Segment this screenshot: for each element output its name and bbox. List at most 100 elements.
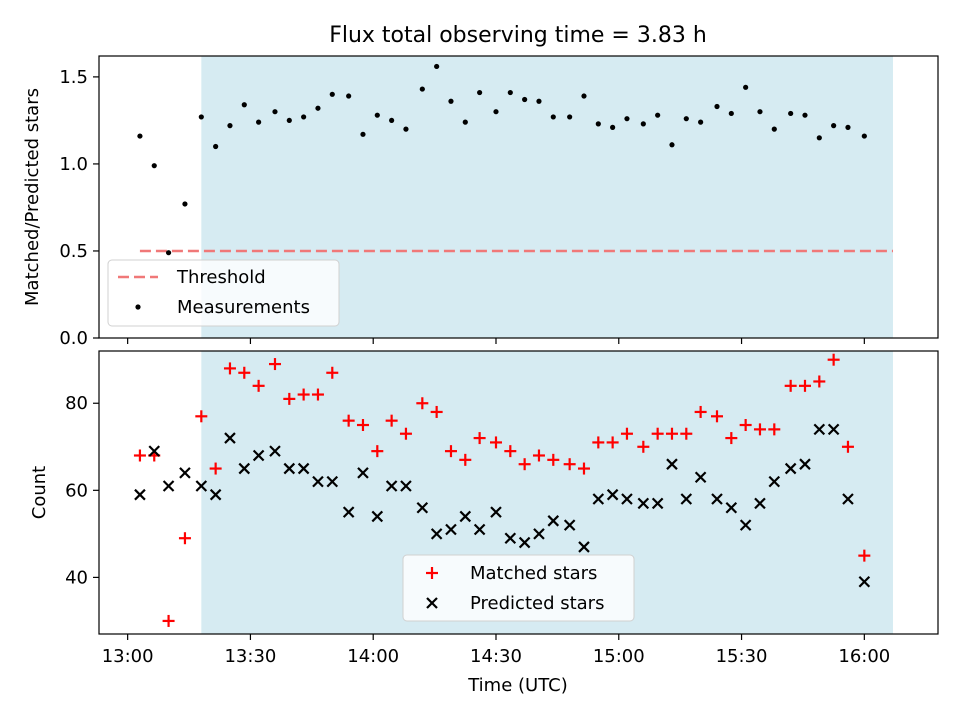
measurement-point [434, 63, 440, 70]
predicted-star-marker [238, 462, 251, 475]
measurement-point [831, 123, 837, 129]
predicted-star-marker [813, 423, 826, 436]
matched-star-marker [283, 392, 296, 405]
measurement-point [771, 126, 777, 132]
predicted-star-marker [563, 519, 576, 531]
predicted-star-marker [179, 467, 191, 479]
measurement-point [301, 114, 307, 120]
matched-star-marker [620, 427, 633, 440]
measurement-point [567, 114, 573, 120]
predicted-star-marker [371, 510, 384, 523]
legend-measurements-label: Measurements [177, 297, 310, 318]
measurement-point [151, 163, 157, 169]
y-tick-label: 0.5 [59, 241, 88, 262]
y-tick-label: 1.5 [59, 67, 88, 88]
matched-star-marker [416, 397, 429, 410]
measurement-point [286, 117, 292, 124]
matched-star-marker [504, 445, 517, 458]
legend-predicted-label: Predicted stars [470, 593, 604, 614]
x-tick-label: 13:00 [102, 646, 154, 667]
top-legend-box [107, 259, 340, 327]
matched-star-marker [195, 410, 208, 423]
matched-star-marker [841, 440, 854, 453]
predicted-star-marker [725, 501, 738, 514]
matched-star-marker [326, 366, 339, 379]
measurement-point [536, 98, 542, 104]
matched-star-marker [577, 462, 590, 475]
predicted-star-marker [592, 493, 605, 505]
measurement-point [507, 89, 513, 96]
predicted-star-marker [799, 458, 811, 470]
y-tick-label: 60 [65, 480, 88, 501]
predicted-star-marker [621, 493, 633, 505]
measurement-point [165, 250, 172, 256]
predicted-star-marker [473, 523, 486, 536]
measurement-point [227, 123, 233, 129]
measurement-point [315, 105, 321, 111]
matched-star-marker [827, 353, 840, 366]
predicted-star-marker [666, 458, 678, 470]
measurement-point [403, 126, 409, 132]
matched-star-marker [592, 436, 605, 449]
predicted-star-marker [134, 488, 146, 501]
matched-star-marker [473, 432, 486, 445]
matched-star-marker [680, 427, 693, 440]
predicted-stars-points [134, 423, 871, 588]
y-tick-label: 80 [65, 393, 88, 414]
predicted-star-marker [547, 515, 560, 527]
matched-star-marker [223, 362, 236, 375]
legend-predicted-swatch [426, 597, 438, 609]
predicted-star-marker [858, 575, 871, 588]
measurement-point [198, 114, 204, 120]
bottom-legend: Matched stars Predicted stars [402, 554, 635, 622]
x-axis-label: Time (UTC) [467, 675, 568, 696]
matched-star-marker [430, 405, 443, 418]
matched-star-marker [532, 449, 545, 462]
x-tick-label: 16:00 [838, 646, 890, 667]
bottom-y-axis-label: Count [29, 466, 50, 519]
measurement-point [329, 91, 335, 97]
predicted-star-marker [827, 423, 840, 436]
measurement-point [802, 112, 808, 118]
matched-star-marker [606, 436, 619, 449]
measurement-point [477, 89, 483, 96]
bottom-y-axis: 40 60 80 [65, 393, 99, 588]
predicted-star-marker [518, 536, 531, 549]
measurement-point [728, 110, 734, 117]
matched-star-marker [297, 388, 310, 401]
predicted-star-marker [445, 523, 457, 536]
measurement-point [374, 112, 380, 118]
predicted-star-marker [842, 493, 854, 505]
predicted-star-marker [533, 528, 545, 540]
measurement-point [655, 112, 661, 118]
measurement-point [462, 119, 468, 125]
ratio-panel: 0.0 0.5 1.0 1.5 Matched/Predicted stars Thr… [22, 55, 939, 349]
predicted-star-marker [400, 480, 412, 492]
measurement-point [669, 142, 675, 148]
predicted-star-marker [209, 488, 222, 501]
matched-star-marker [798, 379, 811, 392]
measurement-point [624, 116, 630, 122]
matched-star-marker [178, 532, 191, 545]
matched-star-marker [710, 410, 723, 423]
bottom-axes-frame [98, 350, 939, 635]
measurement-point [683, 116, 689, 122]
top-y-axis-label: Matched/Predicted stars [22, 88, 43, 306]
matched-star-marker [547, 453, 560, 466]
top-y-axis: 0.0 0.5 1.0 1.5 [59, 67, 99, 349]
legend-measurements-swatch [135, 304, 141, 310]
matched-star-marker [252, 379, 265, 392]
predicted-star-marker [224, 432, 236, 444]
predicted-star-marker [385, 480, 398, 492]
predicted-star-marker [269, 445, 281, 457]
predicted-star-marker [459, 510, 472, 523]
matched-star-marker [459, 453, 472, 466]
measurement-point [581, 93, 587, 99]
matched-star-marker [444, 445, 457, 458]
predicted-star-marker [357, 467, 369, 479]
predicted-star-marker [768, 475, 781, 488]
matched-star-marker [489, 436, 502, 449]
predicted-star-marker [651, 497, 664, 510]
legend-matched-swatch [426, 567, 438, 579]
predicted-star-marker [416, 501, 429, 514]
